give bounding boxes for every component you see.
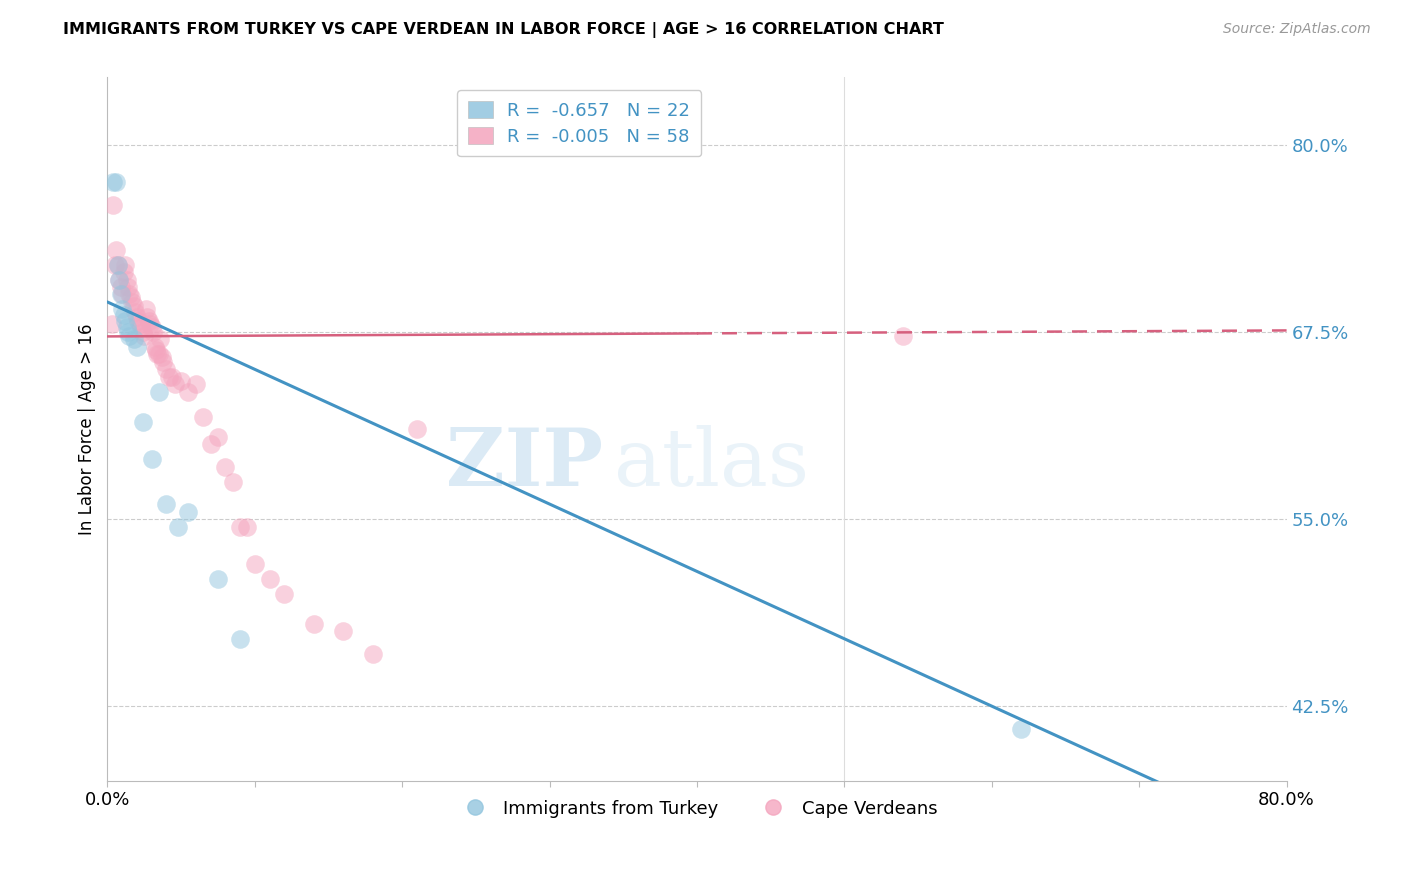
Point [221, 475, 243, 489]
Point [118, 287, 141, 301]
Point [149, 332, 172, 346]
Point [157, 369, 180, 384]
Point [141, 320, 163, 334]
Point [155, 362, 177, 376]
Point [115, 272, 138, 286]
Point [177, 504, 200, 518]
Point [259, 572, 281, 586]
Point [361, 647, 384, 661]
Point [107, 258, 129, 272]
Point [214, 459, 236, 474]
Point [103, 197, 125, 211]
Point [115, 320, 138, 334]
Point [229, 632, 252, 646]
Point [302, 616, 325, 631]
Point [112, 265, 135, 279]
Point [167, 519, 190, 533]
Point [120, 291, 142, 305]
Point [108, 272, 131, 286]
Point [132, 415, 155, 429]
Point [128, 318, 150, 332]
Point [177, 384, 200, 399]
Point [114, 258, 136, 272]
Text: ZIP: ZIP [446, 425, 603, 503]
Text: IMMIGRANTS FROM TURKEY VS CAPE VERDEAN IN LABOR FORCE | AGE > 16 CORRELATION CHA: IMMIGRANTS FROM TURKEY VS CAPE VERDEAN I… [63, 22, 945, 38]
Point [200, 437, 222, 451]
Point [165, 377, 187, 392]
Point [162, 369, 184, 384]
Point [406, 422, 429, 436]
Point [152, 355, 174, 369]
Point [110, 287, 132, 301]
Point [117, 280, 139, 294]
Point [101, 318, 124, 332]
Point [105, 175, 128, 189]
Text: atlas: atlas [614, 425, 810, 503]
Point [170, 374, 193, 388]
Point [138, 314, 160, 328]
Legend: Immigrants from Turkey, Cape Verdeans: Immigrants from Turkey, Cape Verdeans [450, 792, 945, 825]
Point [207, 430, 229, 444]
Point [127, 314, 149, 328]
Point [136, 310, 159, 324]
Point [332, 624, 354, 639]
Point [273, 587, 295, 601]
Point [243, 557, 266, 571]
Point [184, 377, 207, 392]
Point [107, 258, 129, 272]
Point [146, 347, 169, 361]
Point [110, 280, 132, 294]
Point [117, 325, 139, 339]
Point [111, 287, 134, 301]
Point [111, 302, 134, 317]
Point [103, 175, 125, 189]
Point [105, 243, 128, 257]
Point [129, 320, 152, 334]
Point [132, 325, 155, 339]
Point [134, 329, 156, 343]
Point [108, 272, 131, 286]
Point [145, 343, 167, 357]
Point [142, 325, 165, 339]
Point [141, 452, 163, 467]
Point [229, 519, 252, 533]
Text: Source: ZipAtlas.com: Source: ZipAtlas.com [1223, 22, 1371, 37]
Point [118, 329, 141, 343]
Point [155, 497, 177, 511]
Point [125, 340, 148, 354]
Point [148, 347, 170, 361]
Point [122, 332, 145, 346]
Point [139, 318, 162, 332]
Point [135, 302, 157, 317]
Point [150, 351, 173, 365]
Point [148, 384, 170, 399]
Point [125, 310, 148, 324]
Point [114, 314, 136, 328]
Point [122, 300, 145, 314]
Point [891, 329, 914, 343]
Point [112, 309, 135, 323]
Point [207, 572, 229, 586]
Point [236, 519, 259, 533]
Point [124, 305, 146, 319]
Point [143, 340, 166, 354]
Y-axis label: In Labor Force | Age > 16: In Labor Force | Age > 16 [79, 324, 96, 535]
Point [1010, 722, 1032, 736]
Point [104, 258, 127, 272]
Point [193, 410, 215, 425]
Point [121, 295, 143, 310]
